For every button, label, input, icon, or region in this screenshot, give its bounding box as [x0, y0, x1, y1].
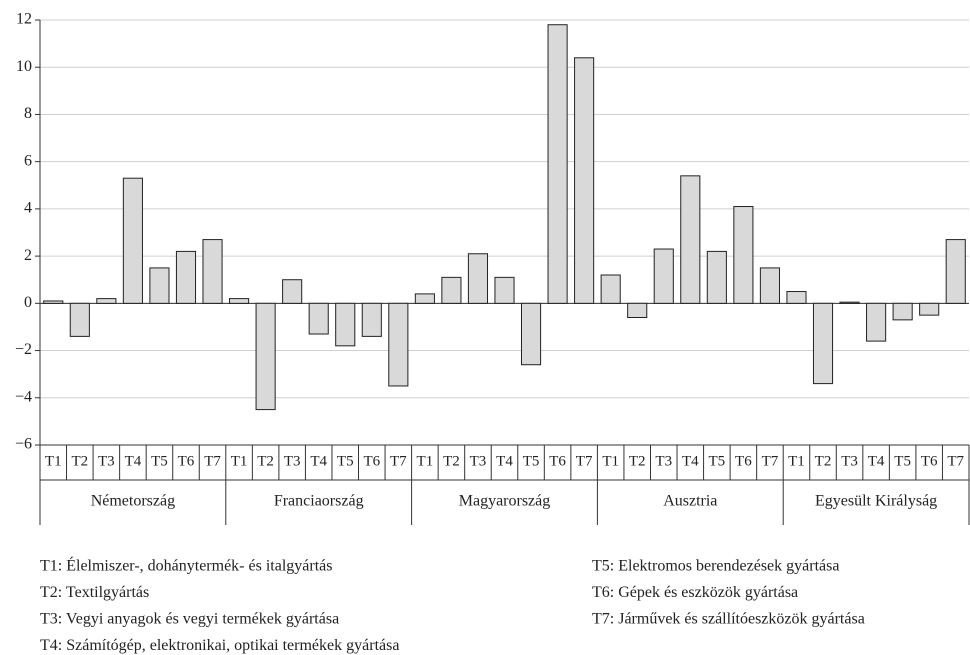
legend-note: T6: Gépek és eszközök gyártása	[592, 584, 798, 601]
legend-note: T7: Járművek és szállítóeszközök gyártás…	[592, 611, 865, 628]
x-tick-label: T7	[390, 453, 407, 469]
legend-note: T5: Elektromos berendezések gyártása	[592, 558, 839, 575]
bar	[414, 293, 435, 304]
bar	[441, 276, 462, 304]
group-label: Németország	[91, 493, 175, 510]
x-tick-label: T4	[125, 453, 142, 469]
x-tick-label: T1	[417, 453, 434, 469]
bar	[229, 298, 250, 304]
y-tick-label: 2	[24, 247, 32, 264]
bar	[786, 291, 807, 304]
x-tick-label: T6	[363, 453, 380, 469]
y-tick-label: 0	[24, 294, 32, 311]
legend-note: T1: Élelmiszer-, dohánytermék- és italgy…	[40, 556, 332, 575]
x-tick-label: T7	[576, 453, 593, 469]
y-tick-label: 10	[16, 58, 32, 75]
bar	[122, 177, 143, 304]
bar	[919, 302, 940, 316]
x-tick-label: T2	[71, 453, 88, 469]
bar	[388, 302, 409, 387]
bar	[600, 274, 621, 304]
y-tick-label: −6	[15, 436, 32, 453]
bar	[547, 24, 568, 304]
x-tick-label: T4	[310, 453, 327, 469]
bar	[653, 248, 674, 304]
x-tick-label: T3	[841, 453, 858, 469]
legend-note: T2: Textilgyártás	[40, 584, 149, 601]
x-tick-label: T7	[762, 453, 779, 469]
y-tick-label: 8	[24, 105, 32, 122]
x-tick-label: T6	[735, 453, 752, 469]
bar	[43, 300, 64, 304]
x-tick-label: T5	[523, 453, 540, 469]
bar	[282, 279, 303, 304]
x-tick-label: T4	[496, 453, 513, 469]
x-tick-label: T4	[682, 453, 699, 469]
bar	[866, 302, 887, 342]
y-tick-label: 6	[24, 152, 32, 169]
bar	[733, 206, 754, 304]
bar	[574, 57, 595, 304]
bar	[945, 239, 966, 304]
x-tick-label: T1	[788, 453, 805, 469]
bar	[520, 302, 542, 366]
bar	[255, 302, 276, 411]
bar	[627, 302, 648, 319]
bar	[467, 253, 489, 304]
x-tick-label: T6	[178, 453, 195, 469]
bar	[202, 239, 223, 304]
group-label: Franciaország	[274, 493, 364, 510]
group-label: Ausztria	[663, 493, 717, 510]
y-tick-label: 4	[24, 200, 32, 217]
bar	[706, 250, 727, 304]
bar	[149, 267, 170, 304]
x-tick-label: T1	[45, 453, 62, 469]
x-tick-label: T1	[231, 453, 248, 469]
x-tick-label: T2	[815, 453, 832, 469]
legend-note: T4: Számítógép, elektronikai, optikai te…	[40, 637, 399, 654]
x-tick-label: T5	[709, 453, 726, 469]
group-label: Egyesült Királyság	[815, 493, 937, 510]
bar	[335, 302, 356, 347]
bar	[494, 276, 515, 304]
x-tick-label: T3	[655, 453, 672, 469]
x-tick-label: T5	[151, 453, 168, 469]
x-tick-label: T1	[602, 453, 619, 469]
bar	[680, 175, 701, 304]
group-label: Magyarország	[459, 493, 551, 510]
x-tick-label: T5	[894, 453, 911, 469]
bar	[96, 298, 117, 304]
x-tick-label: T6	[549, 453, 566, 469]
x-tick-label: T6	[921, 453, 938, 469]
bar	[759, 267, 780, 304]
x-tick-label: T2	[257, 453, 274, 469]
x-tick-label: T3	[98, 453, 115, 469]
bar	[812, 302, 834, 385]
bar	[308, 302, 329, 335]
x-tick-label: T7	[204, 453, 221, 469]
bar	[175, 250, 197, 304]
legend-note: T3: Vegyi anyagok és vegyi termékek gyár…	[40, 611, 339, 628]
x-tick-label: T2	[443, 453, 460, 469]
bar	[69, 302, 90, 337]
bar	[839, 301, 860, 304]
x-tick-label: T2	[629, 453, 646, 469]
x-tick-label: T7	[947, 453, 964, 469]
x-tick-label: T3	[470, 453, 487, 469]
x-tick-label: T4	[868, 453, 885, 469]
x-tick-label: T5	[337, 453, 354, 469]
y-tick-label: 12	[16, 11, 32, 28]
y-tick-label: −2	[15, 341, 32, 358]
x-tick-label: T3	[284, 453, 301, 469]
bar	[892, 302, 913, 321]
y-tick-label: −4	[15, 388, 32, 405]
bar	[361, 302, 382, 337]
